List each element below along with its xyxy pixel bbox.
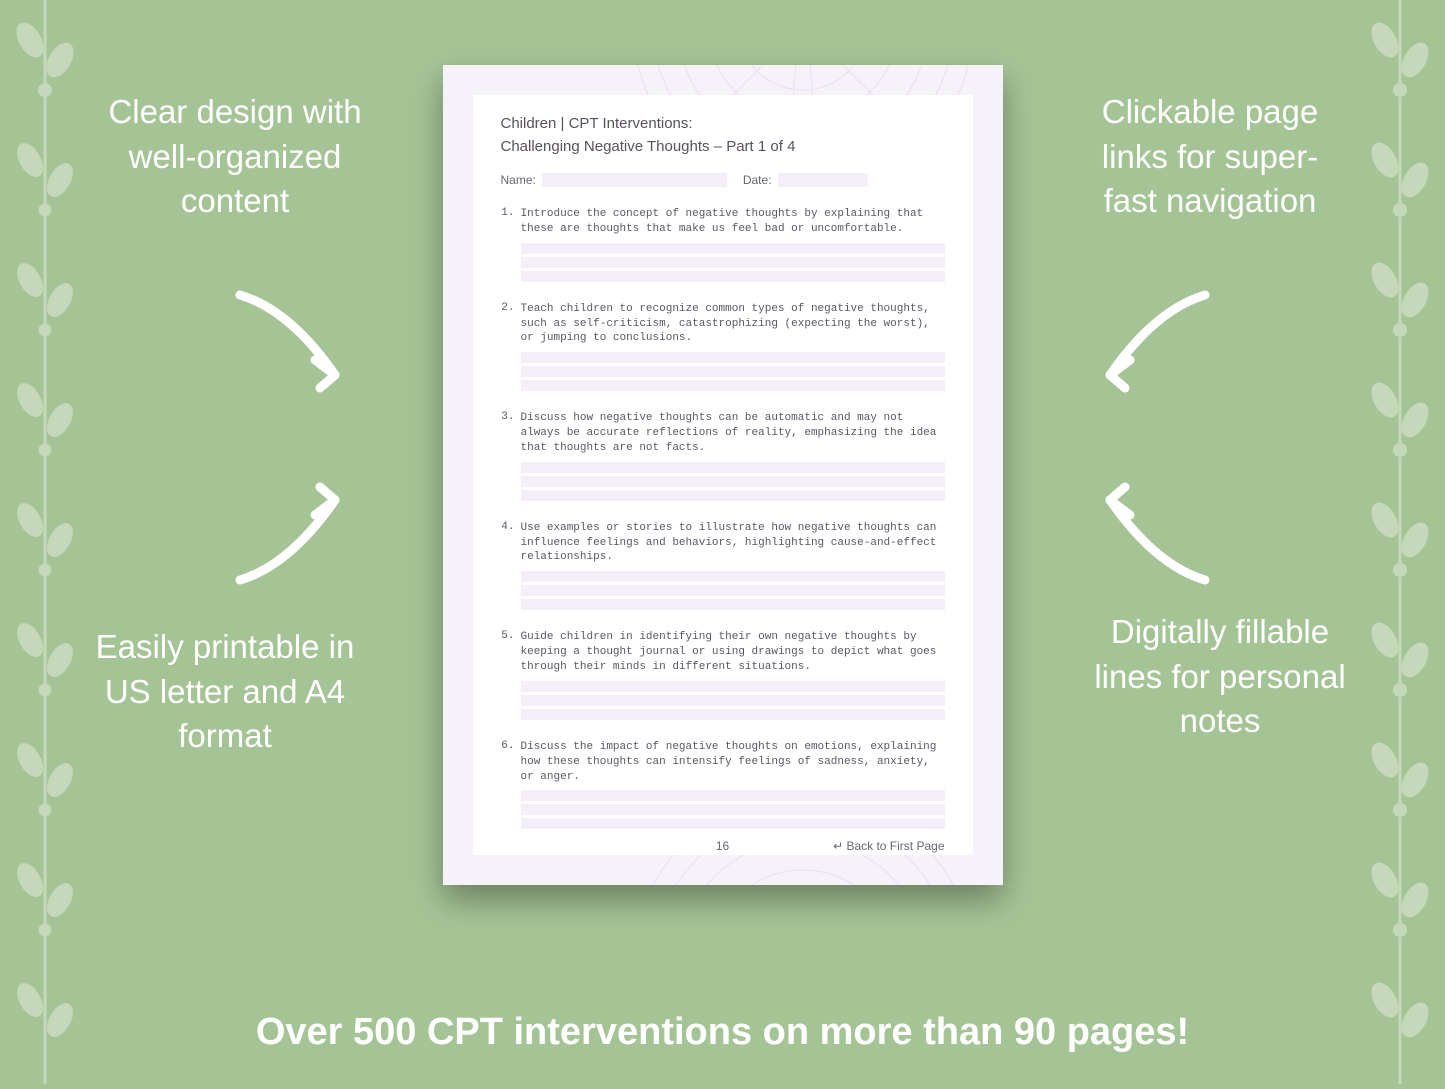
- name-date-row: Name: Date:: [501, 173, 945, 187]
- fillable-line[interactable]: [521, 790, 945, 801]
- fillable-line[interactable]: [521, 476, 945, 487]
- fillable-line[interactable]: [521, 709, 945, 720]
- date-field[interactable]: [778, 173, 868, 187]
- fillable-line[interactable]: [521, 257, 945, 268]
- worksheet-item: 1.Introduce the concept of negative thou…: [501, 207, 945, 282]
- item-text: Guide children in identifying their own …: [521, 630, 945, 675]
- fillable-line[interactable]: [521, 818, 945, 829]
- page-title-line2: Challenging Negative Thoughts – Part 1 o…: [501, 138, 945, 155]
- fillable-line[interactable]: [521, 599, 945, 610]
- item-text: Teach children to recognize common types…: [521, 302, 945, 347]
- item-text: Discuss the impact of negative thoughts …: [521, 740, 945, 785]
- arrow-bottom-right-icon: [1085, 455, 1225, 595]
- document-page: Children | CPT Interventions: Challengin…: [443, 65, 1003, 885]
- date-label: Date:: [743, 173, 772, 187]
- fillable-line[interactable]: [521, 490, 945, 501]
- fillable-line[interactable]: [521, 271, 945, 282]
- callout-top-right: Clickable page links for super-fast navi…: [1080, 90, 1340, 224]
- back-to-first-link[interactable]: ↵ Back to First Page: [833, 839, 944, 853]
- callout-bottom-right: Digitally fillable lines for personal no…: [1090, 610, 1350, 744]
- decorative-leaf-right: [1355, 0, 1445, 1084]
- bottom-banner: Over 500 CPT interventions on more than …: [0, 1011, 1445, 1054]
- item-number: 6.: [501, 740, 515, 830]
- arrow-top-left-icon: [220, 280, 360, 420]
- item-text: Discuss how negative thoughts can be aut…: [521, 411, 945, 456]
- page-footer: 16 ↵ Back to First Page: [501, 829, 945, 853]
- decorative-leaf-left: [0, 0, 90, 1084]
- callout-top-left: Clear design with well-organized content: [105, 90, 365, 224]
- items-list: 1.Introduce the concept of negative thou…: [501, 207, 945, 829]
- fillable-line[interactable]: [521, 804, 945, 815]
- worksheet-item: 4.Use examples or stories to illustrate …: [501, 521, 945, 611]
- fillable-line[interactable]: [521, 243, 945, 254]
- item-number: 5.: [501, 630, 515, 720]
- fillable-line[interactable]: [521, 352, 945, 363]
- fillable-line[interactable]: [521, 695, 945, 706]
- item-text: Use examples or stories to illustrate ho…: [521, 521, 945, 566]
- worksheet-item: 5.Guide children in identifying their ow…: [501, 630, 945, 720]
- item-number: 1.: [501, 207, 515, 282]
- page-header: Children | CPT Interventions: Challengin…: [501, 115, 945, 155]
- callout-bottom-left: Easily printable in US letter and A4 for…: [95, 625, 355, 759]
- fillable-line[interactable]: [521, 462, 945, 473]
- worksheet-item: 3.Discuss how negative thoughts can be a…: [501, 411, 945, 501]
- worksheet-item: 6.Discuss the impact of negative thought…: [501, 740, 945, 830]
- item-number: 2.: [501, 302, 515, 392]
- item-text: Introduce the concept of negative though…: [521, 207, 945, 237]
- fillable-line[interactable]: [521, 585, 945, 596]
- fillable-line[interactable]: [521, 681, 945, 692]
- name-field[interactable]: [542, 173, 727, 187]
- item-number: 3.: [501, 411, 515, 501]
- page-inner: Children | CPT Interventions: Challengin…: [473, 95, 973, 855]
- name-label: Name:: [501, 173, 536, 187]
- page-title-line1: Children | CPT Interventions:: [501, 115, 945, 132]
- fillable-line[interactable]: [521, 380, 945, 391]
- arrow-bottom-left-icon: [220, 455, 360, 595]
- worksheet-item: 2.Teach children to recognize common typ…: [501, 302, 945, 392]
- arrow-top-right-icon: [1085, 280, 1225, 420]
- page-number: 16: [716, 839, 729, 853]
- fillable-line[interactable]: [521, 366, 945, 377]
- item-number: 4.: [501, 521, 515, 611]
- fillable-line[interactable]: [521, 571, 945, 582]
